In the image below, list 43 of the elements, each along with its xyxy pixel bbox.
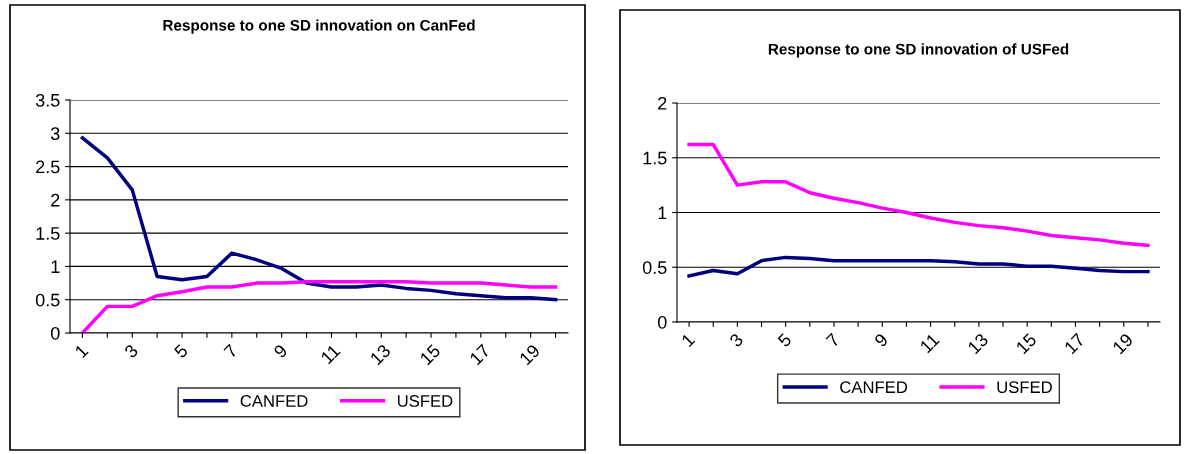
y-tick-label: 0.5: [35, 293, 60, 307]
line-series: [687, 255, 1150, 278]
y-tick-label: 1: [658, 206, 667, 220]
chart-title: Response to one SD innovation on CanFed: [163, 19, 475, 34]
x-tick-label: 15: [1015, 332, 1038, 355]
y-tick-label: 0.5: [642, 261, 667, 274]
line-series: [80, 280, 558, 333]
x-tick-label: 3: [728, 332, 744, 348]
x-tick-label: 19: [518, 343, 541, 366]
x-tick-label: 11: [919, 332, 940, 354]
x-tick-label: 5: [173, 343, 189, 359]
legend-label: CANFED: [240, 395, 308, 407]
x-tick-label: 1: [74, 343, 89, 359]
x-tick-label: 5: [777, 332, 793, 348]
x-tick-label: 15: [419, 343, 442, 366]
y-tick-label: 1.5: [643, 151, 667, 165]
legend-label: CANFED: [840, 381, 908, 394]
legend-label: USFED: [397, 395, 453, 407]
x-tick-label: 17: [1063, 332, 1086, 355]
y-tick-label: 3.5: [35, 93, 60, 107]
x-tick-label: 7: [825, 332, 841, 348]
x-tick-label: 7: [223, 343, 239, 359]
x-tick-label: 3: [123, 343, 139, 359]
y-tick-label: 3: [50, 127, 60, 141]
x-tick-label: 9: [273, 343, 289, 359]
x-tick-label: 19: [1112, 332, 1134, 355]
y-tick-label: 1: [51, 260, 60, 273]
y-tick-label: 0: [657, 315, 667, 329]
y-tick-label: 2: [51, 193, 60, 207]
x-tick-label: 9: [873, 332, 889, 348]
x-tick-label: 11: [320, 343, 341, 365]
y-tick-label: 1.5: [36, 227, 60, 240]
y-tick-label: 2: [658, 96, 667, 110]
y-tick-label: 2.5: [36, 160, 60, 174]
y-tick-label: 0: [50, 326, 60, 340]
x-tick-label: 1: [681, 332, 696, 348]
chart-title: Response to one SD innovation of USFed: [768, 43, 1069, 58]
x-tick-label: 13: [967, 332, 989, 355]
line-series: [687, 142, 1150, 248]
x-tick-label: 13: [369, 343, 392, 366]
x-tick-label: 17: [469, 343, 491, 366]
legend-label: USFED: [997, 381, 1052, 394]
line-series: [80, 136, 558, 302]
